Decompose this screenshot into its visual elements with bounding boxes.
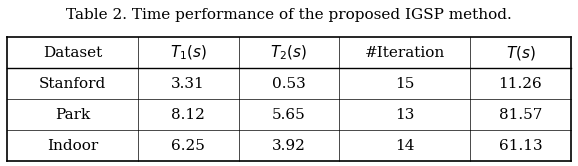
Text: 5.65: 5.65: [272, 108, 306, 122]
Text: Table 2. Time performance of the proposed IGSP method.: Table 2. Time performance of the propose…: [66, 8, 512, 22]
Text: Indoor: Indoor: [47, 139, 98, 153]
Text: 13: 13: [395, 108, 414, 122]
Text: 61.13: 61.13: [499, 139, 542, 153]
Text: 0.53: 0.53: [272, 77, 306, 91]
Text: $T_2(s)$: $T_2(s)$: [271, 44, 307, 62]
Text: 81.57: 81.57: [499, 108, 542, 122]
Text: Dataset: Dataset: [43, 46, 102, 60]
Text: Stanford: Stanford: [39, 77, 106, 91]
Text: #Iteration: #Iteration: [365, 46, 445, 60]
Text: $T_1(s)$: $T_1(s)$: [169, 44, 207, 62]
Text: 3.92: 3.92: [272, 139, 306, 153]
Text: 6.25: 6.25: [171, 139, 205, 153]
Text: 8.12: 8.12: [171, 108, 205, 122]
Text: 11.26: 11.26: [499, 77, 542, 91]
Text: 14: 14: [395, 139, 414, 153]
Text: 3.31: 3.31: [171, 77, 205, 91]
Text: Park: Park: [55, 108, 90, 122]
Text: 15: 15: [395, 77, 414, 91]
Text: $T(s)$: $T(s)$: [506, 44, 535, 62]
